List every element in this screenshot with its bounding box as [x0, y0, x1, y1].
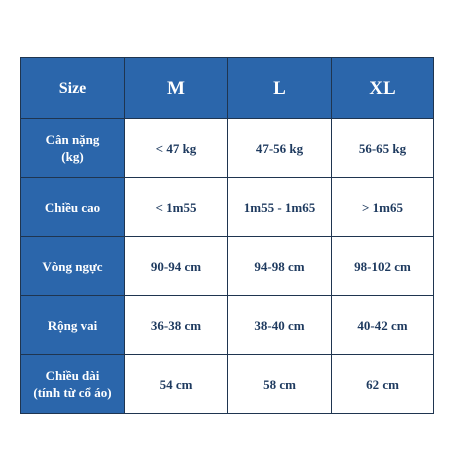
value-cell: < 47 kg [124, 118, 228, 178]
size-header-label: Size [20, 57, 125, 119]
header-row: Size M L XL [20, 57, 434, 119]
value-cell: 98-102 cm [331, 236, 434, 296]
value-cell: 94-98 cm [227, 236, 332, 296]
value-cell: 38-40 cm [227, 295, 332, 355]
table-row-weight: Cân nặng (kg) < 47 kg 47-56 kg 56-65 kg [20, 118, 434, 178]
value-cell: > 1m65 [331, 177, 434, 237]
row-label-line: Cân nặng [45, 132, 100, 147]
value-cell: 58 cm [227, 354, 332, 414]
value-cell: 47-56 kg [227, 118, 332, 178]
table-row-length: Chiều dài (tính từ cổ áo) 54 cm 58 cm 62… [20, 354, 434, 414]
size-column-xl: XL [331, 57, 434, 119]
row-label-line: Chiều cao [44, 199, 101, 215]
table-row-chest: Vòng ngực 90-94 cm 94-98 cm 98-102 cm [20, 236, 434, 296]
size-column-l: L [227, 57, 332, 119]
table-row-shoulder: Rộng vai 36-38 cm 38-40 cm 40-42 cm [20, 295, 434, 355]
value-cell: 1m55 - 1m65 [227, 177, 332, 237]
row-label-line: (kg) [61, 149, 84, 164]
row-label-weight: Cân nặng (kg) [20, 118, 125, 178]
row-label-line: Rộng vai [47, 317, 98, 333]
value-cell: 54 cm [124, 354, 228, 414]
table-row-height: Chiều cao < 1m55 1m55 - 1m65 > 1m65 [20, 177, 434, 237]
value-cell: 36-38 cm [124, 295, 228, 355]
size-chart-table: Size M L XL Cân nặng (kg) < 47 kg 47-56 … [20, 57, 434, 414]
row-label-length: Chiều dài (tính từ cổ áo) [20, 354, 125, 414]
size-column-m: M [124, 57, 228, 119]
row-label-line: Vòng ngực [42, 258, 103, 274]
value-cell: 40-42 cm [331, 295, 434, 355]
row-label-line: Chiều dài [45, 368, 100, 383]
row-label-chest: Vòng ngực [20, 236, 125, 296]
row-label-height: Chiều cao [20, 177, 125, 237]
value-cell: 62 cm [331, 354, 434, 414]
row-label-line: (tính từ cổ áo) [33, 385, 112, 400]
value-cell: < 1m55 [124, 177, 228, 237]
value-cell: 56-65 kg [331, 118, 434, 178]
row-label-shoulder: Rộng vai [20, 295, 125, 355]
value-cell: 90-94 cm [124, 236, 228, 296]
